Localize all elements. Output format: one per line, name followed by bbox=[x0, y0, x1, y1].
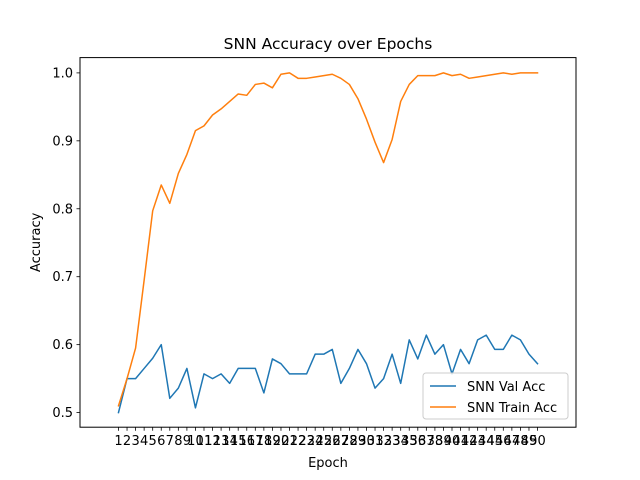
x-tick-label: 47 bbox=[504, 434, 521, 449]
x-tick-label: 23 bbox=[298, 434, 315, 449]
x-tick-label: 11 bbox=[196, 434, 213, 449]
x-tick-label: 44 bbox=[478, 434, 495, 449]
y-tick-label: 1.0 bbox=[52, 66, 73, 81]
x-tick-label: 38 bbox=[427, 434, 444, 449]
chart-title: SNN Accuracy over Epochs bbox=[224, 35, 433, 53]
x-tick-label: 33 bbox=[384, 434, 401, 449]
x-tick-label: 8 bbox=[174, 434, 182, 449]
series-line-train bbox=[117, 72, 539, 407]
y-tick-label: 0.5 bbox=[52, 406, 73, 421]
x-tick-label: 19 bbox=[264, 434, 281, 449]
y-tick-label: 0.6 bbox=[52, 338, 73, 353]
x-tick-label: 16 bbox=[238, 434, 255, 449]
axis-ticks: 1 2 3 4 5 6 7 8 91011121314151617181920212223242… bbox=[52, 66, 545, 449]
x-tick-label: 28 bbox=[341, 434, 358, 449]
legend: SNN Val Acc SNN Train Acc bbox=[422, 372, 569, 420]
x-tick-label: 37 bbox=[418, 434, 435, 449]
x-tick-label: 29 bbox=[350, 434, 367, 449]
x-tick-label: 9 bbox=[183, 434, 191, 449]
x-tick-label: 10 bbox=[187, 434, 204, 449]
x-tick-label: 49 bbox=[521, 434, 538, 449]
x-tick-label: 31 bbox=[367, 434, 384, 449]
x-tick-label: 17 bbox=[247, 434, 264, 449]
x-tick-label: 2 bbox=[123, 434, 131, 449]
x-tick-label: 6 bbox=[157, 434, 165, 449]
x-tick-label: 35 bbox=[401, 434, 418, 449]
x-tick-label: 22 bbox=[290, 434, 307, 449]
x-tick-label: 7 bbox=[166, 434, 174, 449]
x-tick-label: 4 bbox=[140, 434, 148, 449]
x-tick-label: 21 bbox=[281, 434, 298, 449]
x-tick-label: 24 bbox=[307, 434, 324, 449]
x-tick-label: 14 bbox=[221, 434, 238, 449]
x-tick-label: 30 bbox=[358, 434, 375, 449]
series-line-val bbox=[117, 334, 539, 414]
legend-label-val: SNN Val Acc bbox=[467, 380, 545, 395]
x-tick-label: 26 bbox=[324, 434, 341, 449]
x-tick-label: 5 bbox=[149, 434, 157, 449]
y-axis-label: Accuracy bbox=[29, 212, 44, 272]
x-tick-label: 39 bbox=[435, 434, 452, 449]
x-tick-label: 46 bbox=[495, 434, 512, 449]
x-tick-label: 32 bbox=[375, 434, 392, 449]
x-tick-label: 27 bbox=[333, 434, 350, 449]
x-tick-label: 45 bbox=[486, 434, 503, 449]
x-tick-label: 13 bbox=[213, 434, 230, 449]
x-tick-label: 15 bbox=[230, 434, 247, 449]
axes-frame bbox=[79, 57, 577, 428]
x-tick-label: 3 bbox=[131, 434, 139, 449]
x-tick-label: 20 bbox=[273, 434, 290, 449]
x-tick-label: 40 bbox=[444, 434, 461, 449]
x-tick-label: 18 bbox=[256, 434, 273, 449]
plot-area bbox=[117, 72, 539, 414]
x-tick-label: 25 bbox=[315, 434, 332, 449]
x-tick-label: 42 bbox=[461, 434, 478, 449]
x-tick-label: 1 bbox=[114, 434, 122, 449]
x-tick-label: 34 bbox=[392, 434, 409, 449]
legend-box bbox=[422, 372, 569, 420]
x-tick-label: 48 bbox=[512, 434, 529, 449]
x-tick-label: 41 bbox=[452, 434, 469, 449]
x-axis-label: Epoch bbox=[308, 456, 348, 471]
x-tick-label: 43 bbox=[469, 434, 486, 449]
y-tick-label: 0.7 bbox=[52, 270, 73, 285]
x-tick-label: 36 bbox=[410, 434, 427, 449]
y-tick-label: 0.8 bbox=[52, 202, 73, 217]
y-tick-label: 0.9 bbox=[52, 134, 73, 149]
x-tick-label: 50 bbox=[529, 434, 546, 449]
legend-label-train: SNN Train Acc bbox=[467, 401, 557, 416]
x-tick-label: 12 bbox=[204, 434, 221, 449]
